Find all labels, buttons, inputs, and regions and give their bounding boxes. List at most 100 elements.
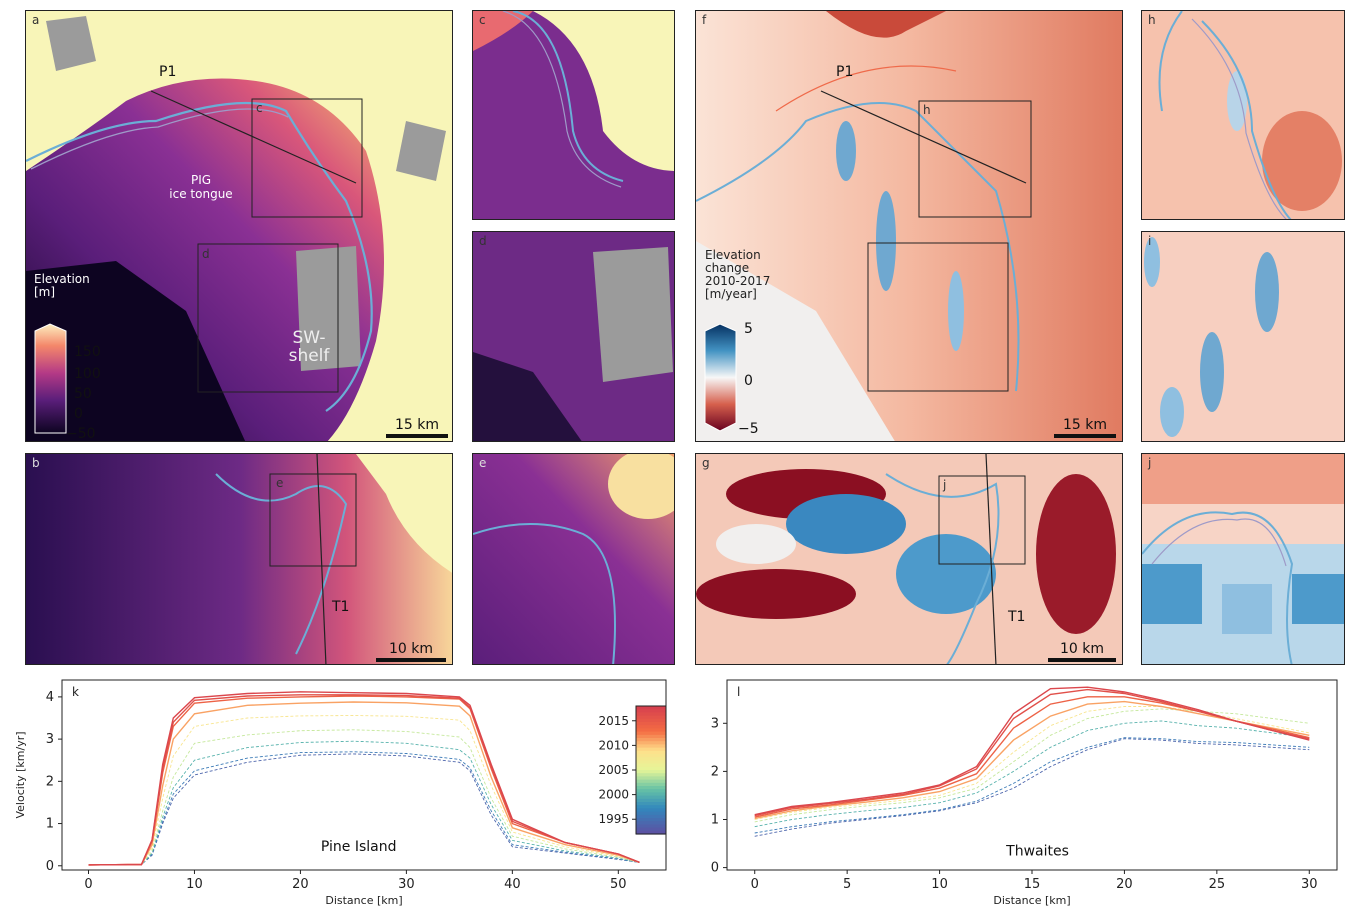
- chart-l-series-line-2000: [754, 720, 1310, 828]
- panel-b-scalebar: 10 km: [376, 641, 446, 662]
- box-e-label: e: [276, 476, 284, 490]
- chart-k-series-line-2004: [88, 729, 640, 866]
- colorbar-segment: [636, 802, 666, 806]
- colorbar-segment: [636, 830, 666, 835]
- panel-h-zoom: h: [1141, 10, 1345, 220]
- chart-k-series-line-2011: [88, 701, 640, 866]
- panel-e-zoom: e: [472, 453, 675, 665]
- chart-k-ytick-label: 3: [46, 732, 54, 747]
- panel-f-scalebar: 15 km: [1054, 417, 1116, 438]
- colorbar-segment: [636, 779, 666, 784]
- year-colorbar-tick-label: 2000: [598, 788, 629, 802]
- colorbar-segment: [636, 744, 666, 749]
- panel-g-elevation-change-map: g j T1 10 km: [695, 453, 1123, 665]
- change-tick-0: 0: [744, 373, 753, 389]
- profile-p1-label-f: P1: [836, 64, 854, 80]
- sw-shelf-label: SW- shelf: [288, 328, 330, 366]
- panel-b-label: b: [32, 456, 40, 470]
- chart-k-ytick-label: 2: [46, 774, 54, 789]
- chart-k-pine-island-velocity: 0 10 20 30 40 50 0 1 2 3 4 Distance [km] Velocity [k…: [14, 679, 667, 907]
- panel-f-elevation-change-map: f P1 h Elevation change 2010-2017 [m/yea…: [695, 10, 1123, 442]
- elevation-change-colorbar-title: Elevation change 2010-2017 [m/year]: [705, 248, 771, 301]
- year-colorbar-tick-label: 2015: [598, 714, 629, 728]
- colorbar-segment: [636, 738, 666, 742]
- colorbar-segment: [636, 731, 666, 736]
- panel-c-label: c: [479, 13, 486, 27]
- elevation-tick-0: 0: [74, 406, 83, 422]
- chart-k-xtick-label: 40: [504, 877, 521, 892]
- elevation-tick-50: 50: [74, 386, 92, 402]
- change-tick-minus5: −5: [738, 421, 759, 437]
- colorbar-segment: [636, 821, 666, 825]
- panel-a-scalebar: 15 km: [386, 417, 448, 438]
- colorbar-segment: [636, 824, 666, 829]
- chart-k-ytick-label: 0: [46, 859, 54, 874]
- colorbar-segment: [636, 747, 666, 752]
- chart-l-ytick-label: 0: [711, 861, 719, 876]
- chart-l-series-line-2017: [754, 686, 1310, 816]
- colorbar-segment: [636, 782, 666, 787]
- panel-i-label: i: [1148, 234, 1152, 248]
- chart-l-series-line-1994: [754, 738, 1310, 837]
- panel-g-scalebar-label: 10 km: [1059, 641, 1104, 657]
- chart-k-xlabel: Distance [km]: [325, 894, 402, 907]
- panel-a-scalebar-bar: [386, 434, 448, 438]
- panel-b-scalebar-label: 10 km: [388, 641, 433, 657]
- chart-l-xtick-label: 15: [1024, 877, 1041, 892]
- panel-g-scalebar-bar: [1048, 658, 1116, 662]
- colorbar-segment: [636, 786, 666, 790]
- panel-h-image: [1142, 11, 1344, 219]
- colorbar-segment: [636, 750, 666, 755]
- chart-k-series-line-1994: [88, 753, 640, 866]
- colorbar-segment: [636, 725, 666, 729]
- colorbar-segment: [636, 728, 666, 733]
- panel-g-scalebar: 10 km: [1048, 641, 1116, 662]
- panel-d-image: [473, 232, 674, 441]
- chart-k-series-line-2008: [88, 715, 640, 866]
- chart-l-panel-label: l: [737, 685, 740, 699]
- chart-l-series-line-2008: [754, 706, 1310, 820]
- chart-k-series-line-2000: [88, 740, 640, 866]
- colorbar-segment: [636, 798, 666, 803]
- colorbar-segment: [636, 709, 666, 713]
- chart-l-ytick-label: 3: [711, 716, 719, 731]
- panel-e-image: [473, 454, 674, 664]
- colorbar-segment: [636, 818, 666, 822]
- chart-k-panel-label: k: [72, 685, 79, 699]
- chart-k-series-line-1996: [88, 751, 640, 866]
- colorbar-segment: [636, 795, 666, 800]
- panel-a-image: [26, 11, 452, 441]
- panel-g-image: [696, 454, 1122, 664]
- chart-l-series-line-2011: [754, 700, 1310, 820]
- panel-c-zoom: c: [472, 10, 675, 220]
- chart-l-series-line-2004: [754, 708, 1310, 823]
- panel-b-scalebar-bar: [376, 658, 446, 662]
- panel-f-scalebar-label: 15 km: [1062, 417, 1107, 433]
- chart-k-ytick-label: 4: [46, 690, 54, 705]
- colorbar-segment: [636, 741, 666, 745]
- chart-l-series-line-1996: [754, 737, 1310, 834]
- box-j-label: j: [943, 478, 947, 492]
- colorbar-segment: [636, 789, 666, 793]
- panel-b-image: [26, 454, 452, 664]
- chart-l-xtick-label: 0: [751, 877, 759, 892]
- chart-l-xtick-label: 5: [843, 877, 851, 892]
- chart-l-xlabel: Distance [km]: [993, 894, 1070, 907]
- colorbar-segment: [636, 766, 666, 771]
- colorbar-segment: [636, 776, 666, 781]
- chart-l-xtick-label: 25: [1209, 877, 1226, 892]
- panel-e-label: e: [479, 456, 487, 470]
- colorbar-segment: [636, 763, 666, 768]
- panel-j-image: [1142, 454, 1344, 664]
- profile-t1-label-g: T1: [1008, 609, 1026, 625]
- chart-k-xtick-label: 30: [398, 877, 415, 892]
- colorbar-segment: [636, 827, 666, 832]
- pig-ice-tongue-label: PIG ice tongue: [169, 173, 233, 201]
- panel-j-zoom: j: [1141, 453, 1345, 665]
- colorbar-segment: [636, 811, 666, 816]
- panel-a-scalebar-label: 15 km: [394, 417, 439, 433]
- profile-t1-label: T1: [332, 599, 350, 615]
- box-d-label: d: [202, 247, 210, 261]
- panel-d-label: d: [479, 234, 487, 248]
- year-colorbar-tick-label: 2005: [598, 763, 629, 777]
